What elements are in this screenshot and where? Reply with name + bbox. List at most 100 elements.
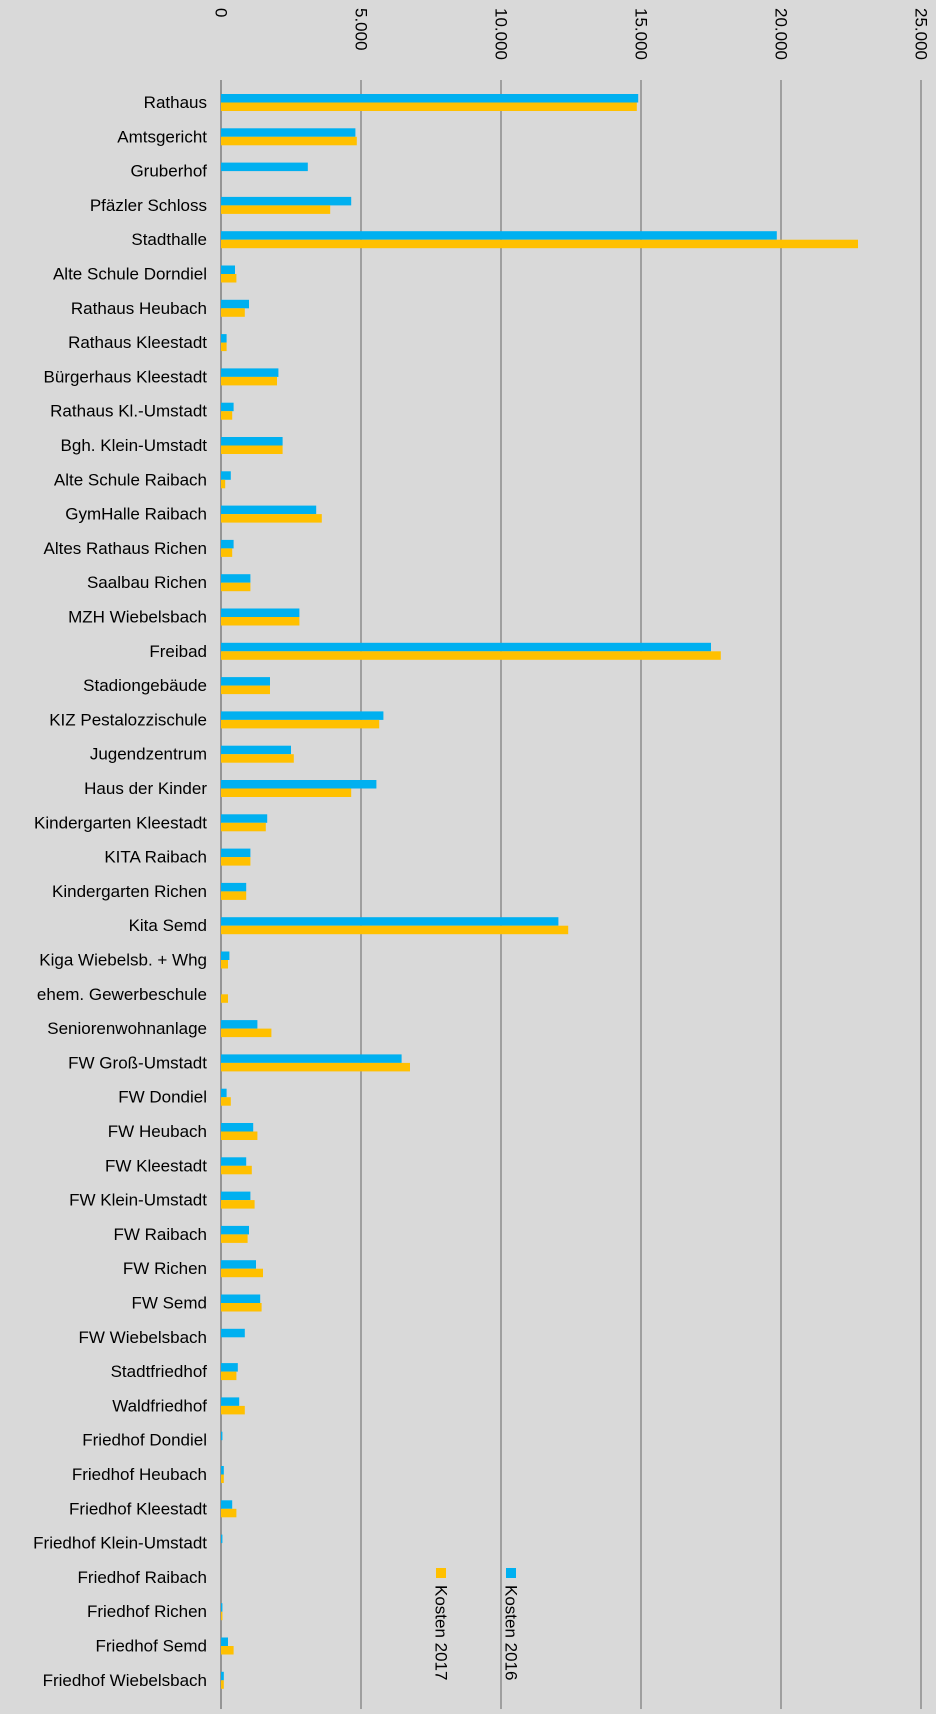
category-label-ehem-gewerbeschule: ehem. Gewerbeschule — [37, 985, 207, 1004]
category-label-friedhof-heubach: Friedhof Heubach — [72, 1465, 207, 1484]
category-label-rathaus-kleestadt: Rathaus Kleestadt — [68, 333, 207, 352]
bar-kosten-2016-friedhof-heubach — [221, 1466, 224, 1475]
bar-kosten-2017-friedhof-wiebelsbach — [221, 1680, 224, 1689]
category-label-saalbau-richen: Saalbau Richen — [87, 573, 207, 592]
bar-kosten-2016-stadtfriedhof — [221, 1363, 238, 1372]
category-label-fw-groß-umstadt: FW Groß-Umstadt — [68, 1053, 207, 1072]
category-label-rathaus: Rathaus — [144, 93, 207, 112]
bar-kosten-2016-jugendzentrum — [221, 745, 291, 755]
bar-kosten-2016-friedhof-kleestadt — [221, 1500, 233, 1509]
category-label-gruberhof: Gruberhof — [130, 162, 207, 181]
category-label-rathaus-heubach: Rathaus Heubach — [71, 299, 207, 318]
bar-kosten-2017-mzh-wiebelsbach — [221, 617, 300, 626]
bar-kosten-2016-rathaus — [221, 94, 639, 103]
bar-kosten-2017-kiga-wiebelsb-whg — [221, 960, 228, 969]
bar-kosten-2017-rathaus-heubach — [221, 308, 245, 317]
bar-kosten-2017-kita-raibach — [221, 857, 251, 866]
category-label-mzh-wiebelsbach: MZH Wiebelsbach — [68, 608, 207, 627]
category-label-amtsgericht: Amtsgericht — [117, 127, 207, 146]
category-label-friedhof-dondiel: Friedhof Dondiel — [82, 1431, 207, 1450]
bar-kosten-2016-friedhof-richen — [221, 1603, 223, 1612]
bar-kosten-2017-friedhof-richen — [221, 1611, 223, 1621]
category-label-fw-kleestadt: FW Kleestadt — [105, 1156, 207, 1175]
bar-kosten-2016-alte-schule-dorndiel — [221, 265, 235, 274]
bar-kosten-2017-seniorenwohnanlage — [221, 1028, 272, 1038]
bar-kosten-2016-gymhalle-raibach — [221, 505, 317, 515]
bar-kosten-2016-kindergarten-kleestadt — [221, 814, 268, 823]
bar-kosten-2017-altes-rathaus-richen — [221, 548, 233, 557]
category-label-alte-schule-dorndiel: Alte Schule Dorndiel — [53, 265, 207, 284]
category-label-kita-raibach: KITA Raibach — [104, 848, 207, 867]
category-label-fw-raibach: FW Raibach — [113, 1225, 207, 1244]
category-label-freibad: Freibad — [149, 642, 207, 661]
category-label-alte-schule-raibach: Alte Schule Raibach — [54, 470, 207, 489]
bars — [221, 94, 858, 1689]
tick-label: 25.000 — [912, 8, 931, 60]
bar-kosten-2016-kita-raibach — [221, 848, 251, 858]
bar-kosten-2017-kindergarten-kleestadt — [221, 822, 266, 832]
tick-label: 20.000 — [772, 8, 791, 60]
category-label-friedhof-kleestadt: Friedhof Kleestadt — [69, 1499, 207, 1518]
bar-kosten-2017-bürgerhaus-kleestadt — [221, 376, 277, 386]
legend-label-kosten-2016: Kosten 2016 — [502, 1585, 521, 1680]
bar-kosten-2017-kiz-pestalozzischule — [221, 719, 380, 729]
bar-kosten-2017-freibad — [221, 651, 721, 660]
bar-kosten-2016-kindergarten-richen — [221, 882, 247, 892]
category-label-kita-semd: Kita Semd — [129, 916, 207, 935]
bar-kosten-2016-friedhof-wiebelsbach — [221, 1671, 224, 1681]
category-label-stadiongebäude: Stadiongebäude — [83, 676, 207, 695]
bar-kosten-2017-friedhof-semd — [221, 1646, 234, 1655]
category-label-rathaus-kl-umstadt: Rathaus Kl.-Umstadt — [50, 402, 207, 421]
legend-swatch-kosten-2016 — [506, 1568, 516, 1578]
gridlines — [220, 80, 922, 1709]
bar-kosten-2017-fw-heubach — [221, 1131, 258, 1140]
bar-kosten-2016-fw-wiebelsbach — [221, 1328, 245, 1338]
bar-kosten-2017-haus-der-kinder — [221, 788, 352, 797]
bar-kosten-2016-fw-semd — [221, 1294, 261, 1303]
bar-kosten-2016-gruberhof — [221, 162, 308, 172]
bar-kosten-2016-altes-rathaus-richen — [221, 539, 234, 549]
bar-kosten-2016-seniorenwohnanlage — [221, 1020, 258, 1029]
bar-kosten-2016-kiga-wiebelsb-whg — [221, 951, 230, 960]
category-label-kiga-wiebelsb-whg: Kiga Wiebelsb. + Whg — [39, 951, 207, 970]
category-label-jugendzentrum: Jugendzentrum — [90, 745, 207, 764]
bar-kosten-2016-friedhof-dondiel — [221, 1431, 223, 1441]
bar-kosten-2016-alte-schule-raibach — [221, 471, 231, 480]
category-label-friedhof-klein-umstadt: Friedhof Klein-Umstadt — [33, 1534, 207, 1553]
bar-kosten-2016-kiz-pestalozzischule — [221, 711, 384, 720]
category-label-friedhof-semd: Friedhof Semd — [96, 1637, 208, 1656]
bar-kosten-2016-fw-klein-umstadt — [221, 1191, 251, 1201]
category-label-stadthalle: Stadthalle — [131, 230, 207, 249]
bar-kosten-2016-waldfriedhof — [221, 1397, 240, 1406]
bar-kosten-2016-fw-richen — [221, 1260, 256, 1269]
bar-kosten-2016-rathaus-kleestadt — [221, 334, 227, 343]
bar-kosten-2017-alte-schule-dorndiel — [221, 274, 237, 283]
bar-kosten-2017-jugendzentrum — [221, 754, 294, 763]
category-label-fw-richen: FW Richen — [123, 1259, 207, 1278]
bar-kosten-2016-fw-raibach — [221, 1225, 249, 1235]
category-label-friedhof-raibach: Friedhof Raibach — [78, 1568, 207, 1587]
bar-kosten-2017-fw-klein-umstadt — [221, 1200, 255, 1209]
bar-kosten-2017-alte-schule-raibach — [221, 479, 226, 489]
bar-kosten-2017-amtsgericht — [221, 136, 357, 146]
category-label-waldfriedhof: Waldfriedhof — [112, 1396, 207, 1415]
bar-kosten-2016-bürgerhaus-kleestadt — [221, 368, 279, 377]
category-label-friedhof-wiebelsbach: Friedhof Wiebelsbach — [43, 1671, 207, 1690]
bar-kosten-2016-haus-der-kinder — [221, 780, 377, 789]
category-label-gymhalle-raibach: GymHalle Raibach — [65, 505, 207, 524]
legend-swatch-kosten-2017 — [436, 1568, 446, 1578]
bar-kosten-2017-friedhof-heubach — [221, 1474, 224, 1483]
bar-kosten-2017-fw-groß-umstadt — [221, 1062, 410, 1072]
category-label-altes-rathaus-richen: Altes Rathaus Richen — [44, 539, 207, 558]
bar-kosten-2017-rathaus-kl-umstadt — [221, 411, 233, 420]
category-label-bgh-klein-umstadt: Bgh. Klein-Umstadt — [61, 436, 208, 455]
bar-kosten-2016-amtsgericht — [221, 128, 356, 137]
bar-kosten-2017-stadthalle — [221, 239, 858, 249]
category-label-kiz-pestalozzischule: KIZ Pestalozzischule — [49, 710, 207, 729]
bar-kosten-2016-freibad — [221, 642, 711, 652]
tick-label: 5.000 — [352, 8, 371, 51]
bar-kosten-2017-saalbau-richen — [221, 582, 251, 592]
